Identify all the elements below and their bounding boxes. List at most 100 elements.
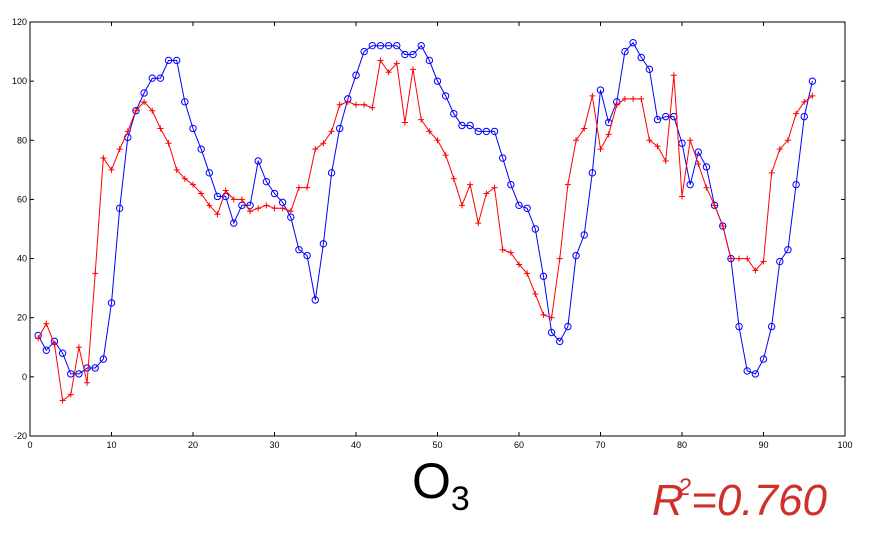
data-point bbox=[719, 223, 726, 230]
data-point bbox=[507, 180, 515, 189]
data-point bbox=[164, 56, 173, 65]
y-tick-label: 0 bbox=[22, 372, 27, 382]
data-point bbox=[173, 56, 181, 65]
data-point bbox=[638, 95, 645, 102]
y-tick-label: 60 bbox=[17, 194, 27, 204]
data-point bbox=[410, 66, 417, 73]
data-point bbox=[295, 246, 303, 254]
series-1 bbox=[34, 39, 817, 378]
data-point bbox=[254, 157, 262, 165]
data-point bbox=[197, 145, 205, 153]
data-point bbox=[344, 98, 351, 105]
data-point bbox=[679, 193, 685, 200]
data-point bbox=[262, 177, 271, 186]
data-point bbox=[295, 184, 302, 191]
data-point bbox=[418, 116, 425, 123]
data-point bbox=[384, 41, 393, 50]
data-point bbox=[311, 296, 319, 304]
y-tick-label: 20 bbox=[17, 313, 27, 323]
data-point bbox=[637, 53, 645, 62]
data-point bbox=[474, 127, 482, 136]
data-point bbox=[687, 137, 694, 144]
data-point bbox=[222, 187, 229, 194]
data-point bbox=[312, 146, 319, 153]
data-point bbox=[539, 272, 548, 281]
data-point bbox=[630, 95, 637, 102]
data-point bbox=[507, 249, 514, 256]
data-point bbox=[711, 202, 718, 209]
data-point bbox=[458, 202, 465, 209]
data-point bbox=[353, 101, 359, 108]
data-point bbox=[589, 92, 596, 99]
data-point bbox=[401, 119, 408, 126]
y-axis-ticks: -20 0 20 40 60 80 100 120 bbox=[12, 17, 845, 441]
y-tick-label: -20 bbox=[14, 431, 27, 441]
data-point bbox=[140, 89, 148, 97]
series-line bbox=[37, 41, 813, 375]
data-point bbox=[303, 251, 311, 260]
data-point bbox=[116, 146, 123, 153]
data-point bbox=[230, 196, 237, 203]
data-point bbox=[475, 220, 482, 227]
data-point bbox=[327, 169, 336, 177]
data-point bbox=[784, 246, 792, 254]
data-point bbox=[588, 169, 597, 177]
data-point bbox=[132, 107, 140, 115]
data-point bbox=[653, 115, 662, 124]
y-tick-label: 40 bbox=[17, 254, 27, 264]
data-point bbox=[800, 112, 808, 121]
data-point bbox=[148, 74, 156, 82]
data-point bbox=[751, 370, 760, 378]
data-point bbox=[42, 346, 50, 354]
data-point bbox=[532, 291, 539, 298]
data-point bbox=[573, 137, 580, 144]
data-point bbox=[466, 121, 474, 130]
data-point bbox=[84, 379, 91, 386]
series-2 bbox=[35, 57, 816, 404]
data-point bbox=[189, 124, 197, 133]
data-point bbox=[581, 125, 588, 132]
data-point bbox=[425, 56, 434, 65]
x-tick-label: 50 bbox=[432, 440, 442, 450]
data-point bbox=[499, 154, 507, 162]
data-point bbox=[368, 41, 376, 50]
data-point bbox=[776, 146, 783, 153]
data-point bbox=[662, 112, 670, 121]
data-point bbox=[376, 41, 385, 50]
data-point bbox=[75, 370, 83, 378]
data-point bbox=[369, 104, 376, 111]
data-point bbox=[719, 222, 727, 230]
data-point bbox=[523, 204, 531, 213]
y-tick-label: 120 bbox=[12, 17, 27, 27]
x-tick-label: 30 bbox=[269, 440, 279, 450]
data-point bbox=[645, 65, 654, 74]
data-point bbox=[51, 341, 58, 348]
data-point bbox=[417, 41, 425, 50]
x-tick-label: 90 bbox=[758, 440, 768, 450]
data-point bbox=[107, 299, 116, 307]
data-point bbox=[230, 219, 238, 227]
data-point bbox=[695, 160, 702, 167]
data-point bbox=[580, 231, 588, 239]
data-point bbox=[132, 107, 139, 114]
r-squared-value: =0.760 bbox=[691, 476, 827, 525]
data-point bbox=[92, 270, 99, 277]
data-point bbox=[629, 39, 637, 47]
y-tick-label: 100 bbox=[12, 76, 27, 86]
data-point bbox=[605, 131, 612, 138]
data-point bbox=[115, 204, 124, 213]
data-point bbox=[263, 202, 270, 209]
x-tick-label: 10 bbox=[106, 440, 116, 450]
data-point bbox=[743, 367, 751, 375]
data-point bbox=[141, 98, 148, 105]
data-point bbox=[694, 148, 702, 156]
data-point bbox=[809, 92, 816, 99]
data-point bbox=[703, 184, 710, 191]
data-point bbox=[401, 50, 409, 59]
data-point bbox=[760, 258, 767, 265]
data-point bbox=[735, 322, 743, 331]
data-point bbox=[213, 192, 222, 201]
data-point bbox=[360, 47, 368, 56]
data-point bbox=[198, 190, 205, 197]
